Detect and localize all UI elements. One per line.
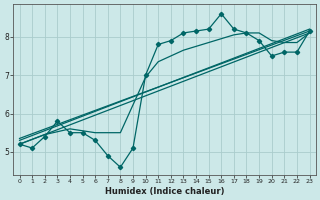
X-axis label: Humidex (Indice chaleur): Humidex (Indice chaleur) bbox=[105, 187, 224, 196]
